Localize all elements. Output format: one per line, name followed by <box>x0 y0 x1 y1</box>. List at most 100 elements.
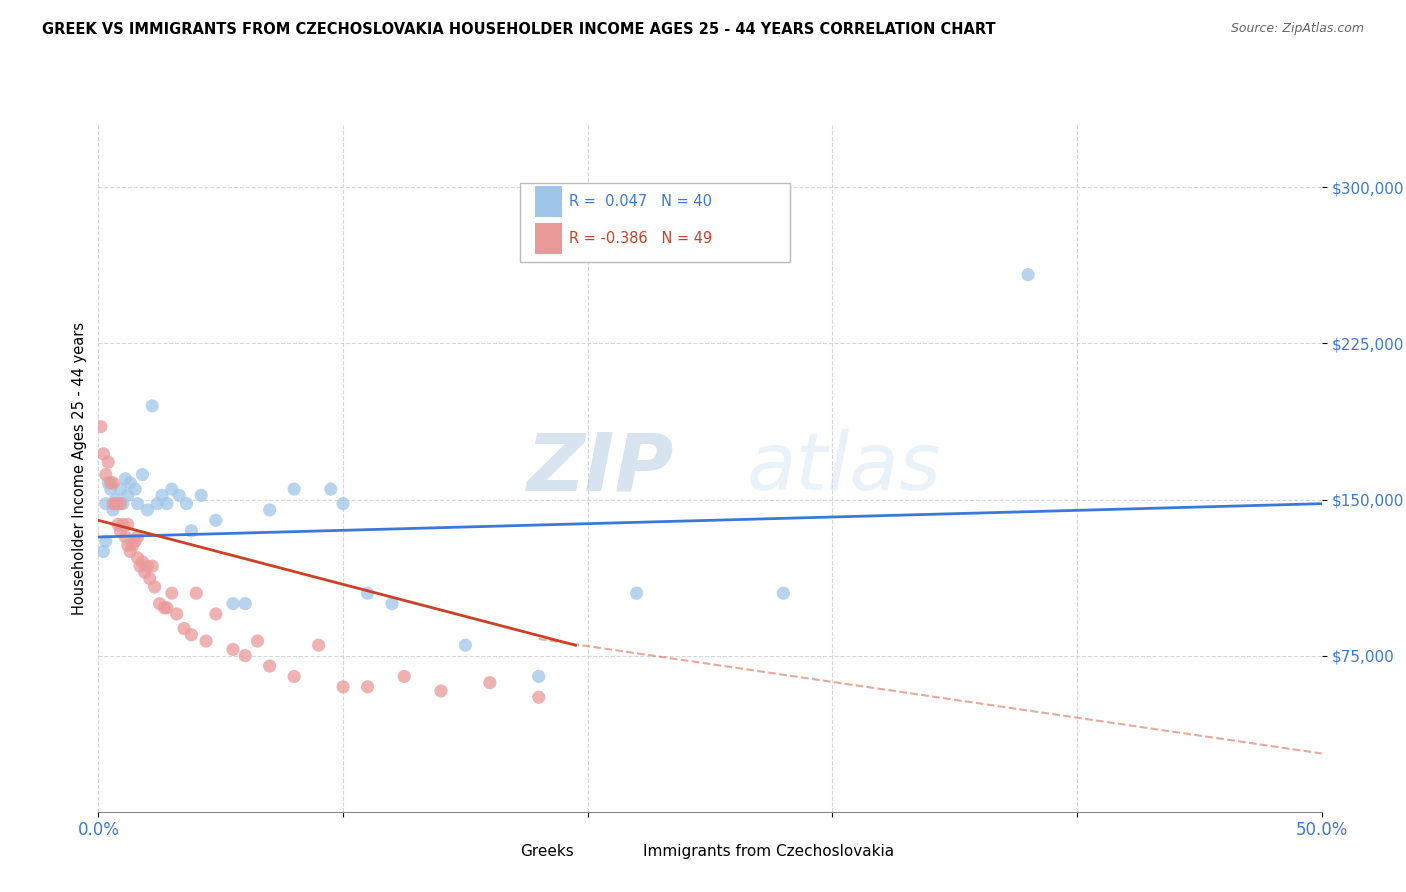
Point <box>308 638 330 652</box>
Point <box>117 517 139 532</box>
Point <box>381 597 404 611</box>
Point <box>129 559 152 574</box>
Y-axis label: Householder Income Ages 25 - 44 years: Householder Income Ages 25 - 44 years <box>72 322 87 615</box>
Point <box>117 488 139 502</box>
Point <box>180 628 202 642</box>
Point <box>114 530 136 544</box>
Point <box>527 669 550 683</box>
Point <box>97 455 120 469</box>
Point <box>478 675 501 690</box>
Point <box>190 488 212 502</box>
Text: atlas: atlas <box>747 429 942 508</box>
Point <box>173 622 195 636</box>
Point <box>319 482 342 496</box>
Point <box>100 475 122 490</box>
Bar <box>612 836 634 867</box>
Point <box>156 600 179 615</box>
Point <box>131 555 153 569</box>
Point <box>527 690 550 705</box>
Point <box>233 648 256 663</box>
Point <box>127 497 149 511</box>
Text: Immigrants from Czechoslovakia: Immigrants from Czechoslovakia <box>643 844 894 859</box>
Point <box>356 586 378 600</box>
Point <box>141 399 163 413</box>
Point <box>127 530 149 544</box>
Point <box>134 566 156 580</box>
Point <box>332 680 354 694</box>
Point <box>153 600 176 615</box>
Point <box>111 517 134 532</box>
Bar <box>536 223 562 254</box>
Point <box>233 597 256 611</box>
Point <box>90 419 112 434</box>
Point <box>156 497 179 511</box>
Point <box>283 669 305 683</box>
Point <box>107 497 129 511</box>
Text: GREEK VS IMMIGRANTS FROM CZECHOSLOVAKIA HOUSEHOLDER INCOME AGES 25 - 44 YEARS CO: GREEK VS IMMIGRANTS FROM CZECHOSLOVAKIA … <box>42 22 995 37</box>
Point <box>160 482 183 496</box>
Text: Greeks: Greeks <box>520 844 574 859</box>
Point <box>91 544 114 558</box>
Point <box>104 492 127 507</box>
Point <box>149 597 172 611</box>
Point <box>101 503 124 517</box>
Point <box>101 497 124 511</box>
Point <box>146 497 169 511</box>
Text: R = -0.386   N = 49: R = -0.386 N = 49 <box>569 231 713 246</box>
Point <box>392 669 416 683</box>
Point <box>332 497 354 511</box>
Point <box>176 497 198 511</box>
Point <box>104 497 127 511</box>
Point <box>356 680 378 694</box>
Point <box>120 475 142 490</box>
Point <box>167 488 190 502</box>
Point <box>97 475 120 490</box>
Point <box>121 538 143 552</box>
Point <box>283 482 305 496</box>
Point <box>166 607 188 621</box>
Point <box>101 475 124 490</box>
Point <box>127 550 149 565</box>
Point <box>94 497 117 511</box>
Point <box>259 503 281 517</box>
Point <box>430 684 453 698</box>
Point <box>205 513 228 527</box>
Text: ZIP: ZIP <box>526 429 673 508</box>
Point <box>124 482 146 496</box>
Point <box>180 524 202 538</box>
Point <box>131 467 153 482</box>
Point <box>136 503 159 517</box>
Point <box>222 597 245 611</box>
Point <box>94 467 117 482</box>
Point <box>111 497 134 511</box>
Point <box>772 586 794 600</box>
Point <box>136 559 159 574</box>
Point <box>160 586 183 600</box>
Point <box>110 497 132 511</box>
Point <box>454 638 477 652</box>
Point <box>141 559 163 574</box>
Text: R =  0.047   N = 40: R = 0.047 N = 40 <box>569 194 713 210</box>
Point <box>246 634 269 648</box>
Point <box>117 538 139 552</box>
Bar <box>536 186 562 218</box>
Point <box>626 586 648 600</box>
Point <box>94 534 117 549</box>
Point <box>1017 268 1039 282</box>
Point <box>222 642 245 657</box>
Point <box>124 534 146 549</box>
Point <box>259 659 281 673</box>
Point <box>107 517 129 532</box>
Point <box>120 544 142 558</box>
Text: Source: ZipAtlas.com: Source: ZipAtlas.com <box>1230 22 1364 36</box>
FancyBboxPatch shape <box>520 183 790 262</box>
Point <box>143 580 166 594</box>
Point <box>100 482 122 496</box>
Point <box>150 488 173 502</box>
Point <box>110 482 132 496</box>
Bar <box>489 836 512 867</box>
Point <box>114 472 136 486</box>
Point <box>195 634 218 648</box>
Point <box>91 447 114 461</box>
Point <box>186 586 208 600</box>
